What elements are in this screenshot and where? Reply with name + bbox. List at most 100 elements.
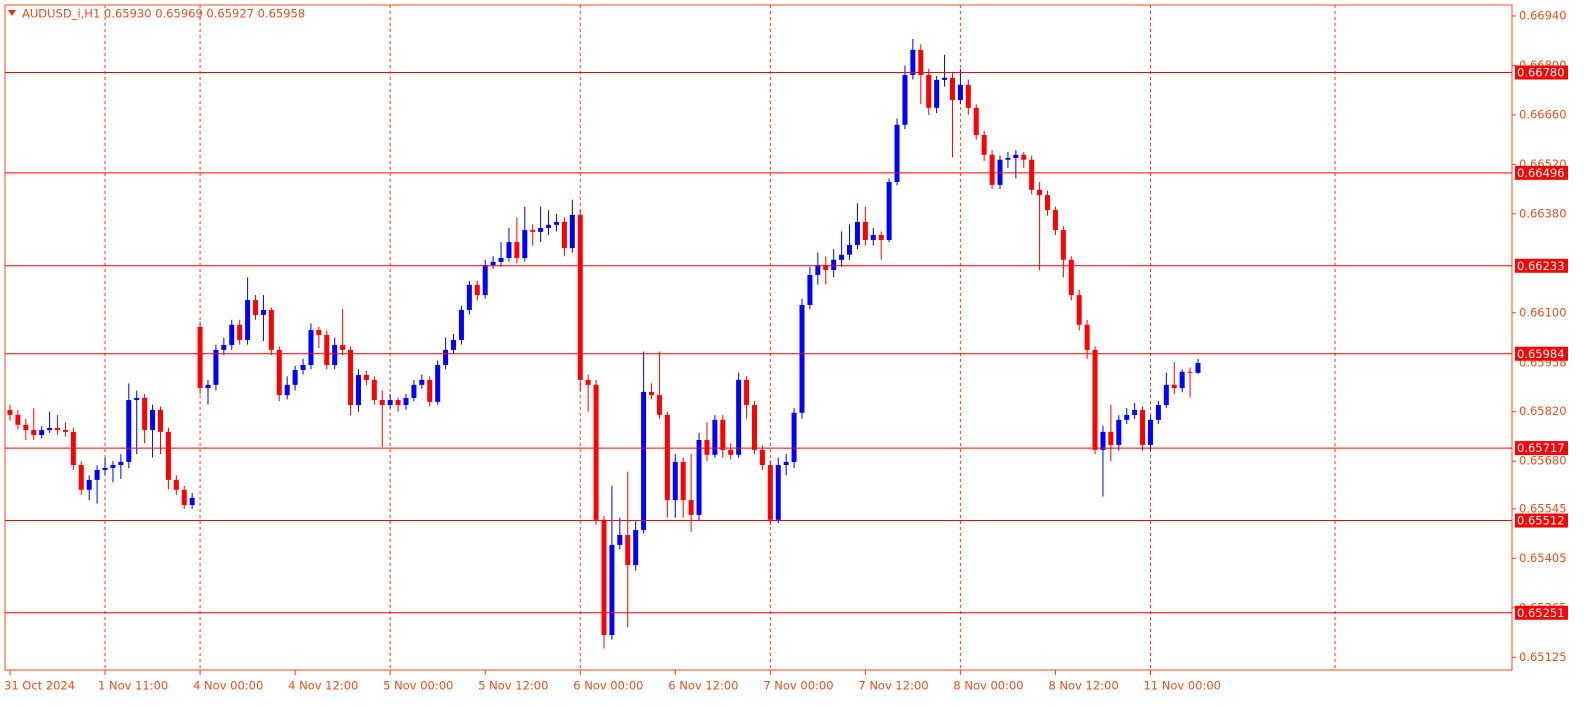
level-label-box (1515, 605, 1568, 620)
candle-body (633, 530, 639, 566)
candle-body (371, 379, 377, 401)
candle-body (989, 154, 995, 185)
candle-body (1092, 349, 1098, 450)
candle-body (78, 465, 84, 490)
candle-body (173, 479, 179, 490)
candle-body (965, 84, 971, 108)
candle-body (47, 427, 53, 431)
candle-body (1084, 324, 1090, 350)
candle-body (427, 379, 433, 402)
candle-body (23, 424, 29, 431)
y-tick-label: 0.65545 (1519, 501, 1567, 515)
x-tick-label: 4 Nov 12:00 (288, 679, 358, 693)
x-tick-label: 1 Nov 11:00 (98, 679, 168, 693)
candle-body (886, 182, 892, 240)
candle-body (609, 544, 615, 636)
candle-body (355, 374, 361, 405)
candle-body (39, 430, 45, 436)
candle-body (553, 221, 559, 225)
candle-body (268, 309, 274, 350)
level-label-box (1515, 165, 1568, 180)
candle-body (197, 326, 203, 389)
candle-body (506, 242, 512, 258)
candle-body (878, 235, 884, 240)
plot-border (4, 4, 1513, 671)
y-tick-label: 0.65680 (1519, 454, 1567, 468)
candle-body (585, 379, 591, 385)
candle-body (1171, 384, 1177, 389)
candle-body (934, 79, 940, 108)
chart-title: AUDUSD_i,H1 (22, 7, 100, 21)
candle-body (7, 409, 13, 415)
ohlc-info: 0.65930 0.65969 0.65927 0.65958 (104, 7, 305, 21)
level-label: 0.65717 (1517, 441, 1565, 455)
candle-body (981, 135, 987, 155)
candle-body (482, 265, 488, 296)
candle-body (1013, 154, 1019, 158)
candle-body (94, 470, 100, 480)
candle-body (403, 397, 409, 405)
candle-body (110, 465, 116, 468)
level-label: 0.66780 (1517, 65, 1565, 79)
level-label: 0.66496 (1517, 166, 1565, 180)
candle-body (181, 489, 187, 505)
candle-body (775, 465, 781, 520)
candle-body (569, 214, 575, 249)
candle-body (625, 535, 631, 566)
candle-body (213, 349, 219, 385)
candle-body (751, 404, 757, 450)
candle-body (617, 535, 623, 545)
y-tick-label: 0.66100 (1519, 305, 1567, 319)
y-tick-label: 0.66940 (1519, 8, 1567, 22)
candle-body (498, 257, 504, 262)
candle-body (1140, 409, 1146, 445)
candle-body (284, 384, 290, 396)
candle-body (1068, 259, 1074, 296)
candle-body (189, 497, 195, 505)
level-label-box (1515, 513, 1568, 528)
candle-body (31, 430, 37, 436)
level-label-box (1515, 65, 1568, 80)
x-tick-label: 8 Nov 00:00 (953, 679, 1023, 693)
x-tick-label: 5 Nov 12:00 (478, 679, 548, 693)
candle-body (854, 221, 860, 245)
level-label-box (1515, 258, 1568, 273)
candle-body (387, 400, 393, 405)
candle-body (419, 379, 425, 385)
candle-body (165, 431, 171, 480)
candles (7, 38, 1201, 649)
candle-body (443, 349, 449, 366)
header-arrow (8, 10, 16, 16)
candle-body (601, 519, 607, 636)
candle-body (260, 309, 266, 315)
candle-body (641, 391, 647, 531)
y-tick-label: 0.66660 (1519, 107, 1567, 121)
candle-body (379, 400, 385, 405)
candle-body (926, 74, 932, 108)
candle-body (815, 265, 821, 275)
x-tick-label: 7 Nov 00:00 (763, 679, 833, 693)
candle-body (807, 274, 813, 305)
candle-body (237, 324, 243, 340)
candle-body (997, 159, 1003, 185)
y-tick-label: 0.65405 (1519, 551, 1567, 565)
candle-body (316, 330, 322, 336)
candle-body (1108, 431, 1114, 445)
level-label: 0.66233 (1517, 259, 1565, 273)
candle-body (799, 304, 805, 413)
x-tick-label: 8 Nov 12:00 (1048, 679, 1118, 693)
candle-body (1187, 371, 1193, 373)
candle-body (680, 461, 686, 501)
candle-body (672, 461, 678, 501)
candle-body (918, 49, 924, 75)
level-label: 0.65984 (1517, 347, 1565, 361)
candle-body (245, 300, 251, 340)
candle-body (1005, 157, 1011, 160)
candle-body (1116, 419, 1122, 445)
candle-body (253, 300, 259, 315)
candle-body (973, 107, 979, 136)
candle-body (308, 330, 314, 366)
candle-body (411, 384, 417, 398)
candle-body (1100, 431, 1106, 450)
